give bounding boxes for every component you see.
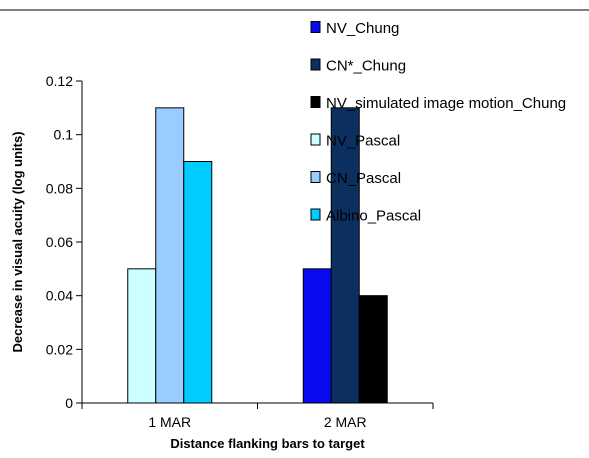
legend-label-cn-pascal: CN_Pascal (326, 170, 401, 187)
x-axis-title: Distance flanking bars to target (170, 436, 365, 451)
bar-nv-simulated-image-motion-chung-2-mar (358, 295, 388, 404)
x-tick-label: 2 MAR (324, 414, 367, 430)
legend-label-cn-chung: CN*_Chung (326, 58, 406, 75)
legend-swatch-nv-simulated-image-motion-chung (310, 96, 321, 108)
legend-label-albino-pascal: Albino_Pascal (326, 208, 421, 225)
y-axis-title: Decrease in visual acuity (log units) (10, 131, 25, 352)
legend-swatch-cn-pascal (310, 171, 321, 183)
y-tick-label: 0 (65, 395, 73, 411)
x-ticks-group: 1 MAR 2 MAR (81, 403, 434, 430)
legend-swatch-nv-chung (310, 21, 321, 33)
bar-albino-pascal-1-mar (183, 161, 213, 404)
bars-group (127, 107, 388, 404)
y-tick-label: 0.06 (46, 234, 73, 250)
bar-cn-chung-2-mar (330, 107, 360, 404)
y-ticks-group: 0 0.02 0.04 0.06 0.08 0.1 0.12 (46, 73, 82, 411)
y-tick-label: 0.12 (46, 73, 73, 89)
bar-nv-chung-2-mar (302, 268, 332, 404)
legend-label-nv-pascal: NV_Pascal (326, 133, 400, 150)
y-tick-label: 0.08 (46, 180, 73, 196)
legend: NV_Chung CN*_Chung NV_simulated image moti… (310, 20, 566, 225)
y-tick-label: 0.1 (54, 127, 74, 143)
legend-label-nv-simulated-image-motion-chung: NV_simulated image motion_Chung (326, 95, 566, 112)
x-tick-label: 1 MAR (148, 414, 191, 430)
bar-cn-pascal-1-mar (155, 107, 185, 404)
y-tick-label: 0.04 (46, 288, 73, 304)
legend-label-nv-chung: NV_Chung (326, 20, 399, 37)
legend-swatch-albino-pascal (310, 208, 321, 221)
legend-swatch-cn-chung (310, 58, 321, 71)
bar-nv-pascal-1-mar (127, 268, 157, 404)
y-tick-label: 0.02 (46, 341, 73, 357)
legend-swatch-nv-pascal (310, 133, 321, 146)
